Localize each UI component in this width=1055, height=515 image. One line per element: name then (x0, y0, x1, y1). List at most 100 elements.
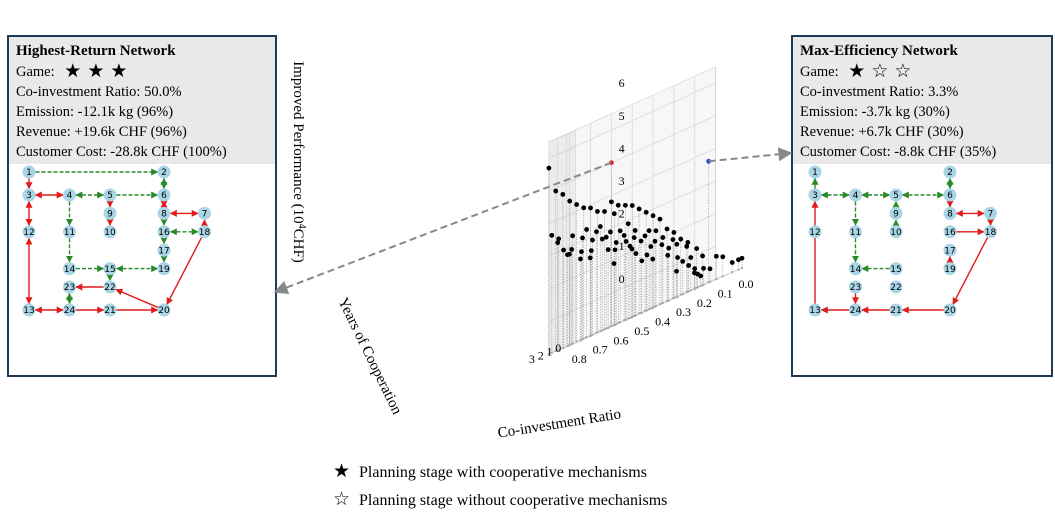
data-point (595, 209, 600, 214)
stem-base (689, 288, 692, 292)
node-circle (849, 188, 862, 202)
legend-label: Planning stage with cooperative mechanis… (359, 464, 647, 481)
node-circle (157, 206, 171, 220)
node-15: 15 (103, 262, 117, 276)
data-point (612, 247, 618, 253)
data-point (569, 247, 575, 252)
node-8: 8 (157, 206, 171, 220)
data-point (617, 228, 623, 234)
node-circle (943, 165, 957, 179)
node-circle (198, 206, 211, 220)
stem-base (721, 275, 724, 278)
stem-base (622, 319, 626, 322)
node-circle (63, 188, 76, 202)
node-circle (808, 225, 822, 239)
co-investment-line: Co-investment Ratio: 3.3% (800, 84, 959, 100)
node-circle (157, 188, 171, 202)
data-point (636, 206, 642, 212)
data-point (692, 266, 698, 272)
node-17: 17 (157, 243, 171, 257)
node-6: 6 (157, 188, 171, 202)
node-circle (157, 165, 171, 179)
data-point (584, 227, 589, 232)
x-axis-label: Co-investment Ratio (497, 406, 623, 441)
stem-base (562, 346, 565, 350)
filled-star-icon: ★ (87, 60, 105, 82)
node-circle (103, 280, 117, 294)
data-point (653, 228, 659, 234)
blue-highlight-point (706, 158, 712, 164)
stem-base (634, 314, 638, 317)
data-point (581, 205, 587, 211)
data-point (605, 247, 611, 253)
stem-base (715, 277, 718, 281)
highest-return-panel: Highest-Return Network Game: ★ ★ ★ Co-inve… (7, 35, 277, 377)
node-label: 12 (809, 228, 820, 238)
data-point (674, 268, 679, 274)
node-label: 11 (850, 228, 861, 238)
x-tick-label: 0.4 (655, 315, 670, 329)
co-investment-line: Co-investment Ratio: 50.0% (16, 84, 182, 100)
stem-base (612, 324, 616, 327)
x-tick-label: 0.5 (634, 324, 649, 338)
node-label: 22 (104, 283, 115, 293)
node-label: 6 (161, 191, 167, 201)
node-circle (63, 280, 76, 294)
node-circle (157, 262, 171, 276)
node-2: 2 (943, 165, 957, 179)
node-19: 19 (157, 262, 171, 276)
stem-base (658, 302, 662, 306)
data-point (652, 238, 658, 244)
data-point (613, 240, 619, 245)
node-label: 4 (67, 191, 73, 201)
node-circle (103, 206, 117, 220)
node-label: 5 (107, 191, 113, 201)
x-tick-label: 0.7 (593, 343, 608, 357)
node-label: 10 (890, 228, 902, 238)
node-label: 5 (893, 191, 899, 201)
node-circle (808, 165, 822, 179)
stem-base (681, 292, 684, 296)
data-point (644, 252, 650, 258)
stem-base (610, 324, 613, 327)
node-circle (943, 225, 957, 239)
data-point (588, 248, 594, 254)
data-point (692, 270, 697, 276)
stem-base (643, 309, 647, 313)
stem-base (630, 316, 634, 319)
data-point (633, 251, 639, 256)
node-11: 11 (63, 225, 76, 239)
y-tick-label: 3 (529, 352, 535, 366)
edge-18-20 (952, 237, 989, 305)
data-point (648, 244, 654, 249)
data-point (629, 203, 635, 208)
node-11: 11 (849, 225, 862, 239)
node-3: 3 (22, 188, 36, 202)
data-point (657, 216, 663, 222)
data-point (666, 245, 672, 251)
stem-base (737, 268, 740, 271)
node-label: 8 (161, 210, 167, 220)
node-label: 23 (64, 283, 75, 293)
stem-base (675, 296, 678, 299)
node-circle (849, 262, 862, 276)
node-label: 15 (104, 265, 115, 275)
side-grid-z (548, 147, 576, 159)
y-tick-label: 1 (547, 345, 553, 359)
customer-cost-line: Customer Cost: -28.8k CHF (100%) (16, 144, 227, 160)
node-label: 15 (890, 265, 901, 275)
stem-base (671, 297, 675, 300)
data-point (578, 256, 583, 262)
node-circle (889, 303, 903, 317)
stem-base (699, 284, 702, 288)
node-circle (984, 206, 997, 220)
node-circle (943, 206, 957, 220)
x-tick-label: 0.6 (613, 333, 628, 347)
panel-title: Max-Efficiency Network (800, 43, 958, 59)
node-9: 9 (103, 206, 117, 220)
y-axis-label: Years of Cooperation (334, 295, 405, 417)
node-19: 19 (943, 262, 957, 276)
outline-star-icon: ☆ (333, 488, 351, 510)
legend: ★ Planning stage with cooperative mechan… (333, 458, 667, 514)
stem-base (568, 344, 571, 347)
